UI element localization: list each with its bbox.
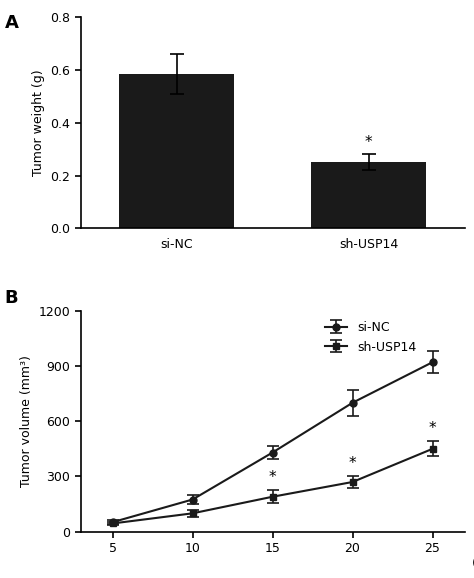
Text: A: A [5,14,18,32]
Text: *: * [349,456,356,471]
Legend: si-NC, sh-USP14: si-NC, sh-USP14 [325,321,417,354]
Y-axis label: Tumor volume (mm³): Tumor volume (mm³) [20,355,33,487]
Y-axis label: Tumor weight (g): Tumor weight (g) [32,69,45,176]
Bar [311,162,426,228]
Text: *: * [269,470,276,485]
Text: (days): (days) [472,557,474,570]
Bar [119,74,234,228]
Text: *: * [428,421,437,436]
Text: B: B [5,289,18,307]
Text: *: * [365,135,373,150]
